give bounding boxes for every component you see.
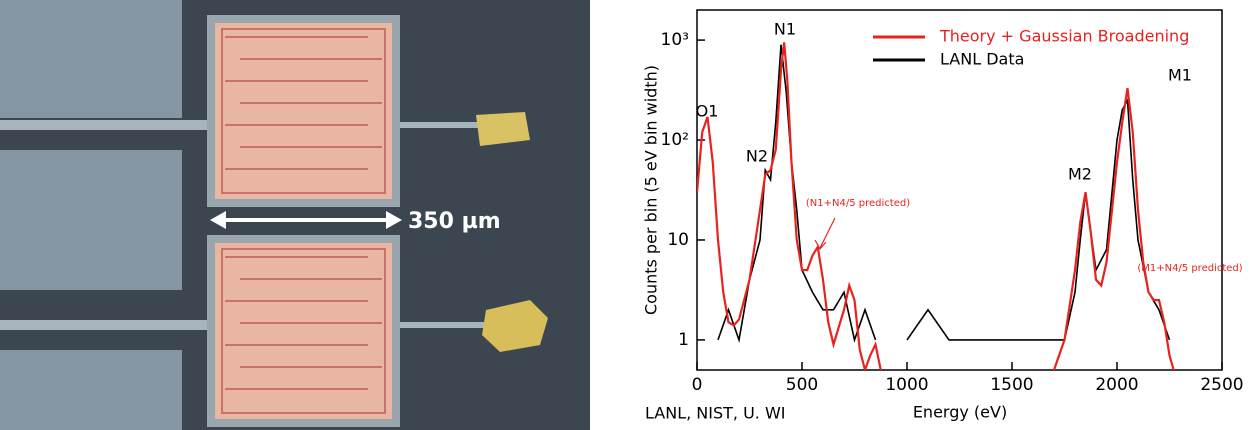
chart: Energy (eV) Counts per bin (5 eV bin wid… (642, 9, 1244, 423)
pad (0, 350, 182, 430)
x-tick-label: 1000 (885, 375, 928, 395)
y-tick-label: 1 (678, 330, 689, 350)
credit: LANL, NIST, U. WI (645, 404, 786, 423)
annotation: N1 (774, 20, 796, 39)
x-tick-label: 2500 (1200, 375, 1243, 395)
legend-label: LANL Data (940, 50, 1024, 69)
legend-label: Theory + Gaussian Broadening (939, 27, 1189, 46)
x-axis-label: Energy (eV) (913, 403, 1007, 422)
lead (0, 120, 210, 130)
annotation: O1 (696, 102, 719, 121)
annotation: M2 (1068, 165, 1092, 184)
series-line (697, 42, 1175, 370)
sensor (215, 23, 392, 199)
sensor (215, 243, 392, 419)
meanders (221, 28, 386, 414)
annotation: N2 (746, 147, 768, 166)
pad (0, 0, 182, 118)
meander-border (221, 28, 386, 194)
x-tick-label: 1500 (990, 375, 1033, 395)
y-tick-label: 10² (661, 130, 689, 150)
meander (225, 256, 382, 390)
annotation: M1 (1168, 66, 1192, 85)
bond-pad (482, 300, 548, 352)
x-tick-label: 2000 (1095, 375, 1138, 395)
lead (398, 122, 480, 128)
lead (0, 320, 210, 330)
scale-label: 350 µm (408, 209, 501, 234)
x-tick-label: 500 (786, 375, 818, 395)
annotation: (M1+N4/5 predicted) (1137, 263, 1242, 274)
bond-pad (476, 112, 530, 146)
lead (398, 322, 486, 328)
photo: 350 µm (0, 0, 590, 430)
y-tick-label: 10 (667, 230, 689, 250)
x-tick-label: 0 (692, 375, 703, 395)
y-axis-label: Counts per bin (5 eV bin width) (642, 65, 661, 315)
pad (0, 150, 182, 290)
annotation-arrow (814, 217, 836, 251)
meander (225, 36, 382, 170)
annotation: (N1+N4/5 predicted) (806, 198, 910, 209)
y-tick-label: 10³ (661, 30, 689, 50)
meander-border (221, 248, 386, 414)
